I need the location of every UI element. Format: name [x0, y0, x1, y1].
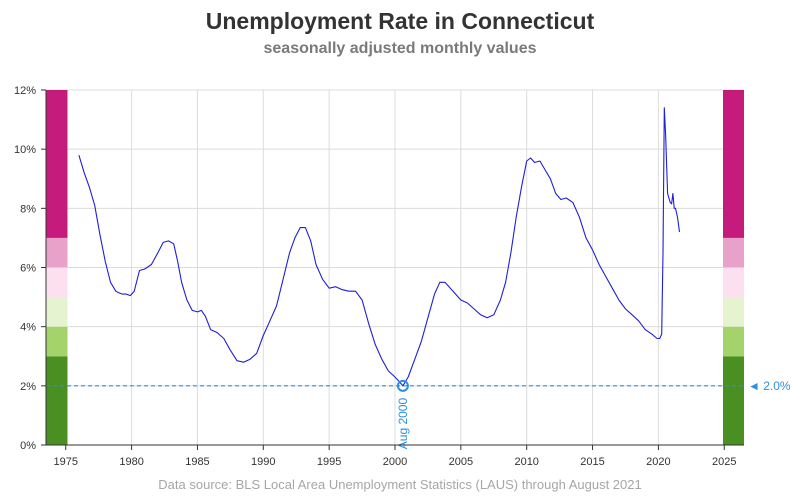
grid: [46, 89, 744, 446]
y-tick-label: 0%: [20, 440, 36, 452]
right-band-segment-0: [723, 356, 744, 445]
y-tick-label: 12%: [14, 85, 36, 97]
left-band-segment-0: [46, 356, 68, 445]
x-tick-label: 2025: [712, 456, 736, 468]
x-tick-label: 2020: [646, 456, 670, 468]
chart-subtitle: seasonally adjusted monthly values: [263, 40, 537, 57]
x-tick-label: 1975: [54, 456, 78, 468]
right-band-segment-5: [723, 90, 744, 238]
left-color-band: [46, 90, 68, 445]
left-band-segment-4: [46, 237, 68, 268]
y-tick-label: 8%: [20, 203, 36, 215]
left-band-segment-5: [46, 90, 68, 238]
y-tick-label: 2%: [20, 381, 36, 393]
minimum-marker-label: Aug 2000: [396, 398, 410, 450]
x-tick-label: 2000: [383, 456, 407, 468]
minimum-marker: [396, 379, 409, 392]
reference-line-group: ◄ 2.0%: [46, 379, 791, 393]
x-tick-label: 1990: [251, 456, 275, 468]
y-tick-label: 6%: [20, 263, 36, 275]
series-group: Aug 2000: [78, 107, 681, 450]
right-color-band: [723, 90, 744, 445]
reference-line-label: ◄ 2.0%: [748, 379, 791, 393]
right-band-segment-2: [723, 297, 744, 327]
x-tick-label: 2010: [514, 456, 538, 468]
left-band-segment-2: [46, 297, 68, 327]
right-band-segment-1: [723, 326, 744, 357]
data-source-note: Data source: BLS Local Area Unemployment…: [158, 477, 642, 492]
x-tick-label: 1995: [317, 456, 341, 468]
x-tick-label: 2005: [449, 456, 473, 468]
y-tick-label: 4%: [20, 322, 36, 334]
y-tick-label: 10%: [14, 144, 36, 156]
x-tick-label: 1985: [185, 456, 209, 468]
left-band-segment-1: [46, 326, 68, 357]
left-band-segment-3: [46, 267, 68, 298]
axes: 1975 1980 1985 1990 1995 2000 2005 2010 2015 2020…: [14, 85, 744, 468]
x-tick-label: 1980: [119, 456, 143, 468]
chart-title: Unemployment Rate in Connecticut: [205, 8, 595, 34]
right-band-segment-3: [723, 267, 744, 298]
right-band-segment-4: [723, 237, 744, 268]
x-tick-label: 2015: [580, 456, 604, 468]
